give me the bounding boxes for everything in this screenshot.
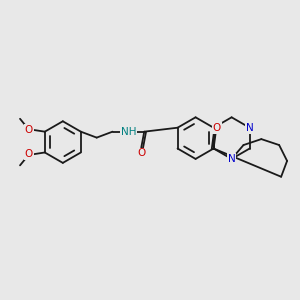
Text: N: N <box>246 123 254 133</box>
Text: NH: NH <box>121 127 136 137</box>
Text: O: O <box>25 125 33 135</box>
Text: O: O <box>25 149 33 160</box>
Text: N: N <box>246 123 254 133</box>
Text: N: N <box>228 154 236 164</box>
Text: O: O <box>137 148 146 158</box>
Text: N: N <box>228 154 236 164</box>
Text: O: O <box>212 123 221 133</box>
